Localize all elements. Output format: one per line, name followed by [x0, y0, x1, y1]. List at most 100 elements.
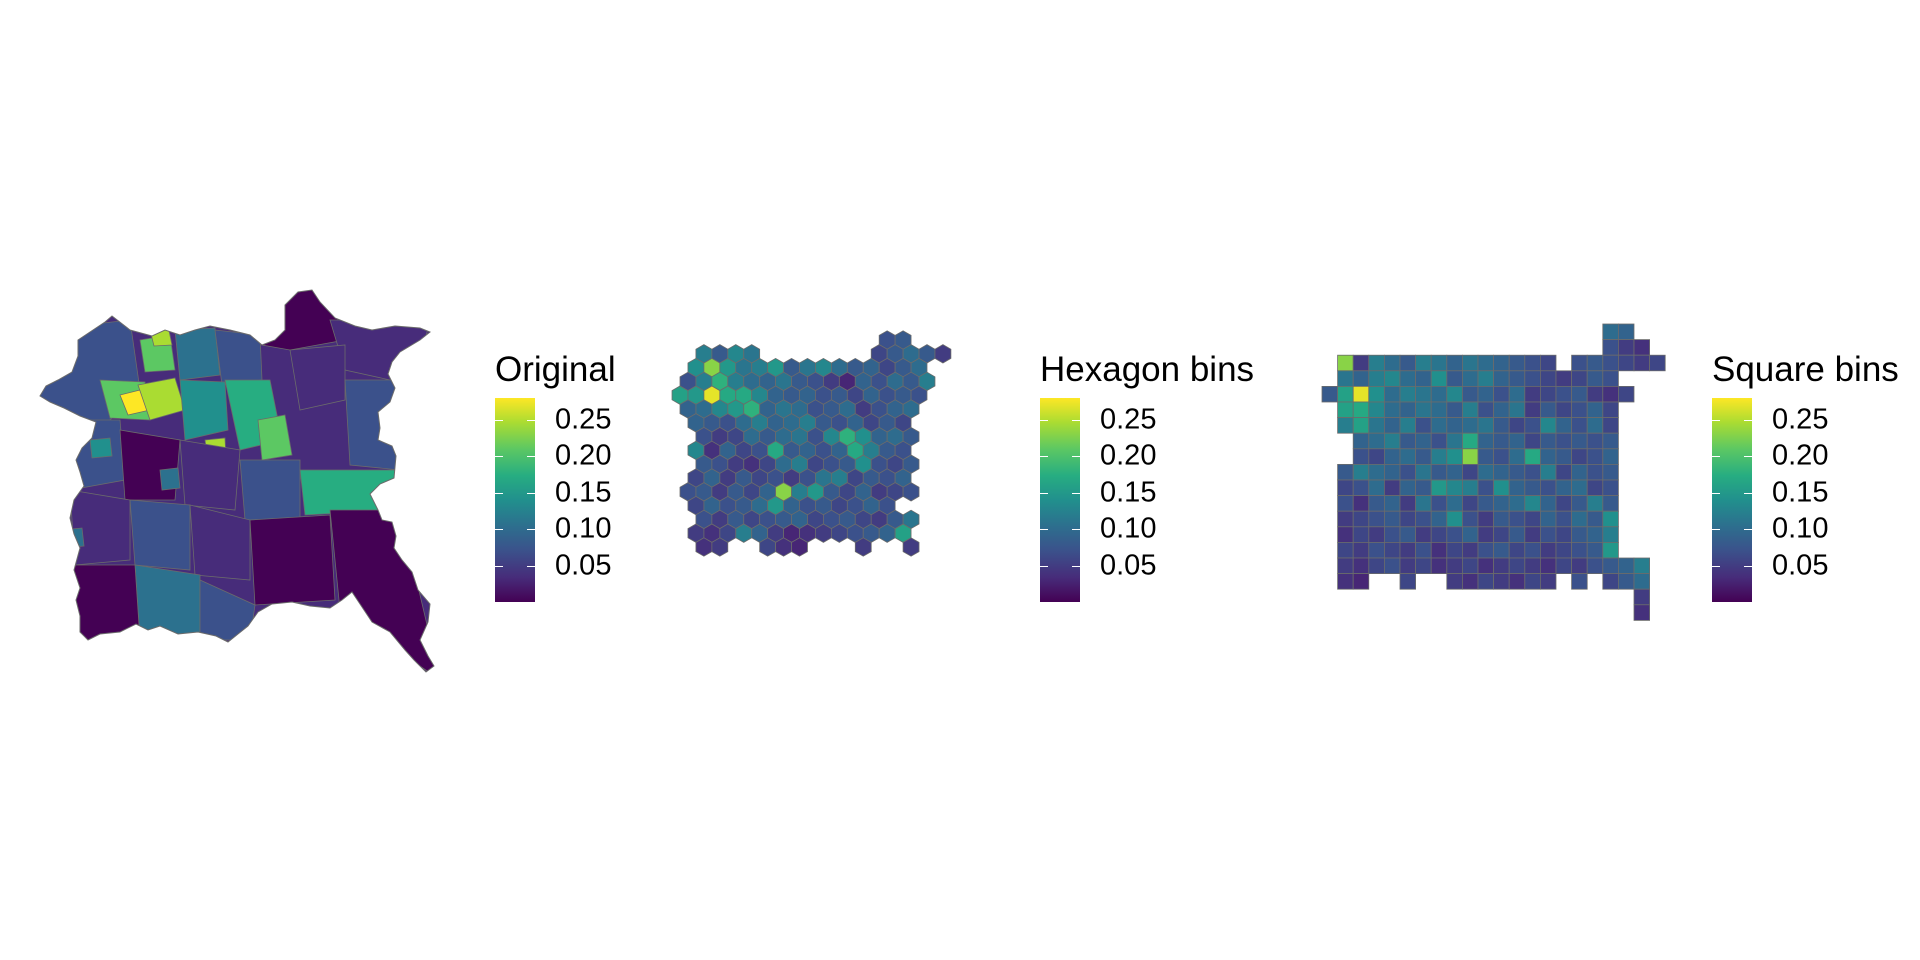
square-cell — [1446, 432, 1463, 450]
square-cell — [1493, 386, 1510, 403]
square-cell — [1539, 526, 1557, 543]
square-cell — [1633, 588, 1651, 606]
square-cell — [1352, 573, 1370, 590]
square-cell — [1446, 541, 1463, 559]
square-cell — [1352, 510, 1370, 528]
square-cell — [1602, 573, 1619, 590]
square-cell — [1477, 479, 1495, 497]
square-cell — [1430, 541, 1448, 559]
square-cell — [1508, 479, 1526, 497]
square-cell — [1446, 510, 1463, 528]
square-cell — [1477, 510, 1495, 528]
square-cell — [1555, 386, 1573, 403]
square-cell — [1446, 370, 1463, 387]
square-cell — [1602, 323, 1619, 341]
square-cell — [1602, 417, 1619, 434]
square-cell — [1602, 479, 1619, 497]
square-cell — [1446, 479, 1463, 497]
square-cell — [1337, 510, 1354, 528]
square-cell — [1399, 495, 1417, 512]
square-cell — [1352, 386, 1370, 403]
square-cell — [1461, 354, 1479, 372]
square-cell — [1539, 495, 1557, 512]
square-cell — [1539, 401, 1557, 419]
square-cell — [1633, 354, 1651, 372]
square-cell — [1461, 526, 1479, 543]
square-cell — [1477, 573, 1495, 590]
square-cell — [1415, 479, 1432, 497]
square-cell — [1508, 354, 1526, 372]
square-cell — [1399, 432, 1417, 450]
hex-cell — [830, 523, 848, 543]
square-cell — [1399, 417, 1417, 434]
square-cell — [1384, 448, 1401, 465]
square-cell — [1493, 448, 1510, 465]
square-cell — [1399, 479, 1417, 497]
legend-tick-label: 0.10 — [555, 512, 612, 545]
square-cell — [1368, 417, 1385, 434]
square-cell — [1415, 510, 1432, 528]
square-cell — [1446, 448, 1463, 465]
square-cell — [1586, 401, 1604, 419]
square-cell — [1446, 557, 1463, 575]
square-cell — [1461, 479, 1479, 497]
square-cell — [1337, 479, 1354, 497]
square-cell — [1493, 401, 1510, 419]
square-cell — [1415, 354, 1432, 372]
square-cell — [1477, 386, 1495, 403]
square-cell — [1461, 370, 1479, 387]
square-cell — [1337, 354, 1354, 372]
square-cell — [1399, 541, 1417, 559]
square-cell — [1571, 448, 1588, 465]
colorbar — [495, 398, 535, 602]
colorbar — [1040, 398, 1080, 602]
square-cell — [1586, 479, 1604, 497]
square-cell — [1337, 417, 1354, 434]
square-cell — [1337, 541, 1354, 559]
square-cell — [1368, 370, 1385, 387]
legend-tick-label: 0.10 — [1100, 512, 1157, 545]
square-cell — [1602, 339, 1619, 356]
square-cell — [1461, 541, 1479, 559]
square-cell — [1399, 526, 1417, 543]
square-cell — [1430, 526, 1448, 543]
square-cell — [1586, 370, 1604, 387]
square-cell — [1446, 401, 1463, 419]
square-cell — [1555, 541, 1573, 559]
legend-title: Square bins — [1712, 350, 1899, 389]
square-cell — [1493, 557, 1510, 575]
square-cell — [1477, 432, 1495, 450]
square-cell — [1602, 370, 1619, 387]
square-cell — [1539, 510, 1557, 528]
square-cell — [1571, 557, 1588, 575]
square-cell — [1337, 557, 1354, 575]
square-cell — [1430, 401, 1448, 419]
square-cell — [1586, 417, 1604, 434]
square-cell — [1430, 510, 1448, 528]
square-cell — [1352, 401, 1370, 419]
square-cell — [1524, 479, 1541, 497]
hex-cell — [902, 537, 920, 557]
square-cell — [1539, 448, 1557, 465]
square-cell — [1524, 541, 1541, 559]
square-cell — [1617, 354, 1635, 372]
hex-cell — [791, 537, 808, 557]
square-cell — [1384, 510, 1401, 528]
square-cell — [1384, 463, 1401, 481]
square-cell — [1493, 526, 1510, 543]
square-cell — [1352, 495, 1370, 512]
square-cell — [1539, 557, 1557, 575]
original-map — [39, 289, 435, 673]
square-cell — [1461, 448, 1479, 465]
square-cell — [1555, 557, 1573, 575]
square-cell — [1508, 573, 1526, 590]
square-cell — [1508, 495, 1526, 512]
square-cell — [1477, 495, 1495, 512]
square-cell — [1384, 370, 1401, 387]
hex-cell — [735, 523, 753, 543]
square-cell — [1539, 370, 1557, 387]
square-cell — [1368, 541, 1385, 559]
square-cell — [1524, 495, 1541, 512]
square-cell — [1493, 354, 1510, 372]
square-cell — [1617, 557, 1635, 575]
